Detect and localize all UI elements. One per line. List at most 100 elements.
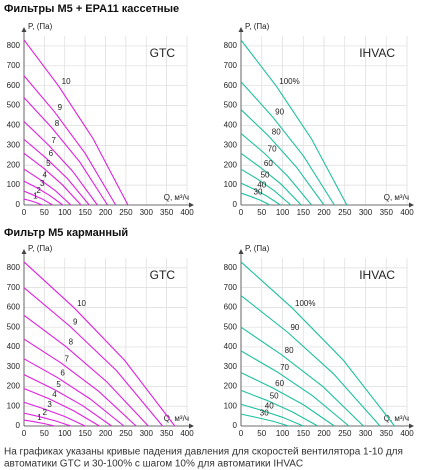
curve [240,326,364,427]
x-tick-label: 400 [400,208,414,217]
x-tick-label: 50 [257,429,266,438]
y-tick-label: 300 [224,362,238,371]
x-tick-label: 400 [400,429,414,438]
x-tick-label: 250 [338,208,352,217]
y-tick-label: 0 [233,200,238,209]
x-tick-label: 150 [297,208,311,217]
curve [240,81,335,206]
y-tick-label: 0 [16,200,21,209]
curve-label: 1 [33,192,38,201]
curve-label: 80 [272,127,281,136]
curve-label: 5 [56,380,61,389]
curve [23,152,82,206]
y-tick-label: 100 [224,401,238,410]
curve [240,389,319,427]
curve [23,180,64,206]
curve [240,168,292,206]
y-tick-label: 0 [233,421,238,430]
y-tick-label: 500 [7,322,21,331]
x-tick-label: 0 [239,208,244,217]
y-tick-label: 800 [224,263,238,272]
curve-label: 60 [264,159,273,168]
curve [23,314,149,427]
curve [23,168,72,206]
x-tick-label: 350 [380,208,394,217]
curve [23,138,90,206]
y-tick-label: 700 [7,283,21,292]
x-tick-label: 50 [40,208,49,217]
x-tick-label: 100 [58,429,72,438]
curve-label: 2 [36,186,41,195]
y-tick-label: 400 [7,121,21,130]
section-heading: Фильтр M5 карманный [4,227,128,239]
y-tick-label: 200 [224,160,238,169]
x-tick-label: 350 [380,429,394,438]
curve [240,403,304,427]
curve [23,401,86,427]
x-tick-label: 50 [257,208,266,217]
x-tick-label: 150 [78,429,92,438]
curve-label: 4 [42,170,47,179]
chart-title: GTC [150,46,176,60]
x-tick-label: 200 [99,208,113,217]
curve [240,39,348,206]
y-tick-label: 500 [7,101,21,110]
curve-label: 7 [64,354,69,363]
y-tick-label: 200 [224,382,238,391]
curve [23,97,109,206]
curve-label: 10 [62,77,71,86]
curve-label: 30 [254,188,263,197]
x-axis-arrow [189,202,194,208]
chart-title: IHVAC [359,46,395,60]
x-tick-label: 350 [160,429,174,438]
y-tick-label: 300 [7,362,21,371]
x-tick-label: 300 [140,429,154,438]
x-axis-label: Q, м³/ч [164,193,189,202]
curve [23,39,129,206]
curve [240,261,395,427]
y-tick-label: 200 [7,382,21,391]
curve [240,133,312,206]
curve [23,338,137,427]
curve [240,152,302,206]
x-tick-label: 200 [317,208,331,217]
y-axis-arrow [238,249,244,254]
curve-label: 2 [42,408,47,417]
curve [240,109,325,206]
y-axis-label: P, (Па) [28,244,53,253]
curve [23,75,117,206]
curve-label: 4 [52,390,57,399]
note-line: автоматики GTC и 30-100% с шагом 10% для… [4,459,303,470]
y-tick-label: 700 [224,283,238,292]
curve [240,350,350,427]
x-tick-label: 0 [22,208,27,217]
curve [240,182,281,206]
y-axis-label: P, (Па) [245,244,270,253]
x-tick-label: 100 [276,208,290,217]
y-tick-label: 400 [224,121,238,130]
y-tick-label: 300 [7,140,21,149]
section-heading: Фильтры M5 + EPA11 кассетные [4,3,179,15]
curve [23,198,43,206]
x-tick-label: 250 [338,429,352,438]
x-tick-label: 350 [160,208,174,217]
x-tick-label: 200 [99,429,113,438]
x-tick-label: 150 [297,429,311,438]
x-axis-arrow [409,202,414,208]
curve [23,358,125,427]
curve-label: 50 [270,391,279,400]
x-tick-label: 300 [359,429,373,438]
chart-title: GTC [150,268,176,282]
curve-label: 90 [290,323,299,332]
curve-label: 6 [49,149,54,158]
y-tick-label: 0 [16,421,21,430]
y-tick-label: 300 [224,140,238,149]
curve [240,372,335,427]
curve [23,387,100,427]
curve-label: 100% [279,77,299,86]
curve-label: 5 [46,159,51,168]
curve-label: 1 [37,413,42,422]
y-tick-label: 700 [224,61,238,70]
curve-label: 3 [40,179,45,188]
curve-label: 100% [295,299,315,308]
